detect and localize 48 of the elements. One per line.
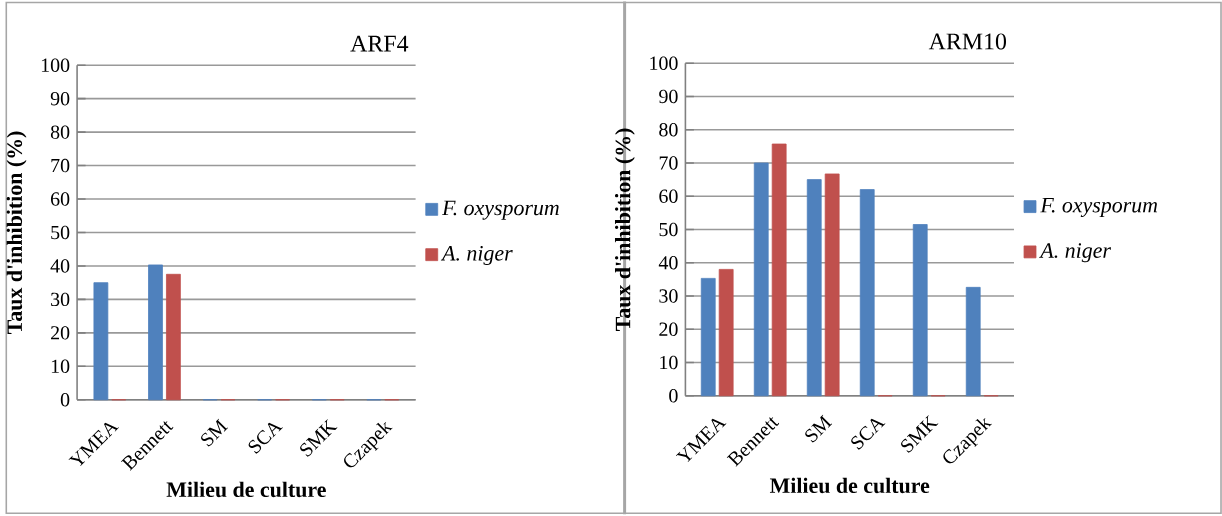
y-tick-label: 70 <box>51 158 70 173</box>
x-tick-label: SCA <box>248 422 283 454</box>
y-tick-label: 60 <box>659 189 678 204</box>
y-tick-label: 0 <box>60 393 70 407</box>
legend-label: F. oxysporum <box>1040 198 1158 218</box>
x-tick-label: SM <box>805 414 833 443</box>
x-axis-title: Milieu de culture <box>166 481 326 498</box>
legend-label: F. oxysporum <box>441 200 559 220</box>
bar <box>700 278 716 397</box>
x-tick-label: SM <box>201 418 228 447</box>
y-tick-label: 90 <box>659 89 678 104</box>
chart-title: ARF4 <box>350 35 409 52</box>
bar <box>718 269 734 397</box>
bar <box>824 173 840 397</box>
y-tick-label: 10 <box>660 355 678 370</box>
y-tick-label: 30 <box>51 292 70 307</box>
y-tick-label: 100 <box>650 56 678 71</box>
bar <box>859 189 875 397</box>
bar <box>965 287 981 397</box>
y-tick-label: 40 <box>658 256 678 270</box>
y-tick-label: 40 <box>50 259 70 273</box>
bar <box>771 143 787 397</box>
y-axis-title: Taux d'inhibition (%) <box>6 131 27 335</box>
bar <box>148 264 163 401</box>
y-tick-label: 20 <box>51 326 70 340</box>
bar <box>753 162 769 397</box>
y-tick-label: 100 <box>41 58 70 73</box>
legend-label: A. niger <box>440 246 513 266</box>
x-axis-title: Milieu de culture <box>769 477 930 494</box>
y-tick-label: 20 <box>659 322 678 337</box>
bar <box>912 224 928 397</box>
y-tick-label: 70 <box>659 156 678 170</box>
y-tick-label: 30 <box>659 289 678 303</box>
y-tick-label: 10 <box>51 359 70 374</box>
chart-title: ARM10 <box>928 33 1007 50</box>
bar <box>93 282 109 401</box>
y-tick-label: 80 <box>50 125 70 139</box>
y-tick-label: 90 <box>50 92 70 106</box>
y-tick-label: 50 <box>659 222 678 237</box>
y-axis-title: Taux d'inhibition (%) <box>614 128 635 332</box>
y-tick-label: 0 <box>669 389 678 403</box>
x-tick-label: SCA <box>851 418 886 450</box>
bar <box>806 179 822 397</box>
bar <box>166 274 181 401</box>
y-tick-label: 80 <box>659 123 678 137</box>
y-tick-label: 60 <box>50 192 70 206</box>
y-tick-label: 50 <box>51 225 70 240</box>
legend-label: A. niger <box>1039 243 1112 263</box>
